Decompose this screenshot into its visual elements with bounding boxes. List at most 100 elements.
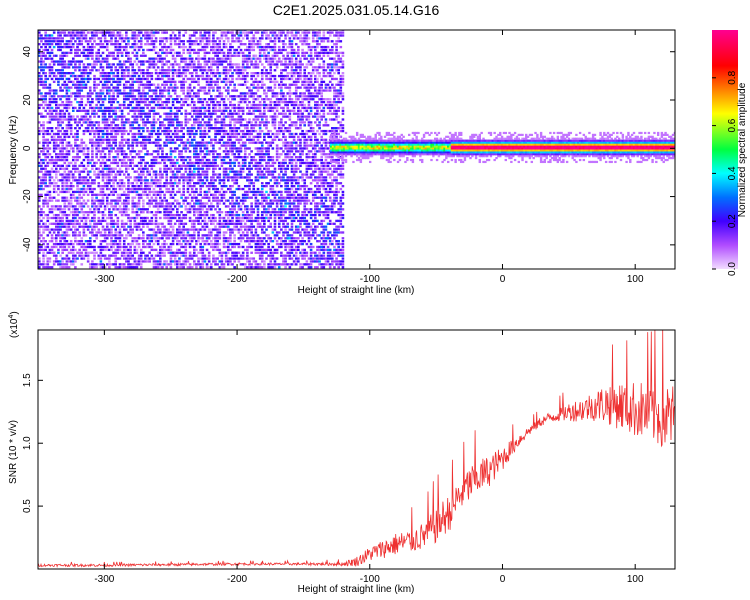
spectrogram-cell (154, 225, 158, 228)
spectrogram-cell (93, 222, 96, 225)
spectrogram-cell (195, 144, 198, 147)
spectrogram-cell (216, 164, 219, 168)
spectrogram-cell (133, 98, 137, 101)
spectrogram-cell (165, 144, 168, 147)
spectrogram-cell (146, 208, 149, 211)
spectrogram-cell (203, 115, 207, 118)
spectrogram-cell (122, 83, 126, 86)
spectrogram-cell (154, 240, 158, 243)
spectrogram-cell (99, 63, 103, 66)
spectrogram-cell (224, 43, 228, 46)
spectrogram-cell (188, 48, 192, 52)
spectrogram-cell (173, 156, 177, 159)
spectrogram-cell (74, 156, 77, 159)
spectrogram-cell (57, 228, 60, 231)
spectrogram-cell (78, 31, 81, 34)
spectrogram-cell (63, 66, 67, 69)
spectrogram-cell (169, 196, 173, 199)
spectrogram-cell (205, 115, 209, 118)
spectrogram-cell (108, 182, 111, 185)
spectrogram-cell (156, 208, 160, 211)
spectrogram-cell (201, 173, 205, 176)
spectrogram-cell (118, 147, 122, 150)
spectrogram-cell (167, 112, 171, 115)
spectrogram-cell (165, 48, 168, 52)
spectrogram-cell (205, 103, 209, 107)
spectrogram-cell (180, 205, 183, 208)
spectrogram-cell (171, 77, 175, 81)
spectrogram-cell (184, 144, 188, 147)
spectrogram-cell (91, 150, 94, 153)
spectrogram-cell (133, 263, 137, 266)
spectrogram-cell (231, 222, 234, 225)
spectrogram-cell (125, 213, 128, 217)
spectrogram-cell (161, 254, 164, 257)
spectrogram-cell (82, 190, 86, 194)
spectrogram-cell (212, 193, 215, 196)
spectrogram-cell (182, 231, 185, 234)
spectrogram-cell (95, 222, 98, 225)
spectrogram-cell (99, 43, 103, 46)
spectrogram-cell (231, 205, 234, 208)
spectrogram-cell (135, 182, 139, 185)
spectrogram-cell (233, 173, 236, 176)
spectrogram-cell (190, 196, 194, 199)
spectrogram-cell (69, 103, 73, 107)
spectrogram-cell (42, 98, 45, 101)
spectrogram-cell (178, 205, 181, 208)
spectrogram-cell (201, 240, 205, 243)
spectrogram-cell (178, 72, 181, 75)
spectrogram-cell (231, 208, 234, 211)
spectrogram-cell (178, 69, 181, 72)
spectrogram-cell (188, 118, 192, 121)
spectrogram-cell (135, 98, 139, 101)
spectrogram-cell (40, 170, 43, 173)
spectrogram-cell (63, 237, 67, 240)
spectrogram-cell (150, 161, 154, 165)
spectrogram-cell (173, 141, 177, 144)
spectrogram-cell (224, 184, 228, 188)
spectrogram-cell (54, 245, 58, 249)
spectrogram-cell (61, 176, 64, 179)
spectrogram-cell (178, 225, 181, 228)
spectrogram-cell (78, 202, 81, 205)
spectrogram-cell (82, 153, 86, 156)
spectrogram-cell (173, 118, 177, 121)
spectrogram-cell (69, 193, 73, 196)
spectrogram-cell (203, 193, 207, 196)
spectrogram-cell (133, 196, 137, 199)
spectrogram-cell (193, 92, 196, 95)
spectrogram-cell (148, 193, 152, 196)
spectrogram-cell (184, 74, 188, 78)
spectrogram-cell (144, 187, 147, 191)
spectrogram-cell (137, 208, 141, 211)
spectrogram-cell (159, 72, 162, 75)
spectrogram-cell (139, 228, 143, 231)
spectrogram-cell (108, 147, 111, 150)
spectrogram-cell (46, 141, 50, 144)
spectrogram-cell (197, 211, 200, 214)
spectrogram-cell (54, 182, 58, 185)
spectrogram-cell (163, 211, 166, 214)
spectrogram-cell (190, 63, 194, 66)
spectrogram-cell (197, 193, 200, 196)
spectrogram-cell (99, 72, 103, 75)
spectrogram-cell (46, 199, 50, 202)
spectrogram-cell (93, 109, 96, 112)
spectrogram-cell (139, 156, 143, 159)
spectrogram-cell (188, 129, 192, 133)
spectrogram-cell (182, 240, 185, 243)
spectrogram-cell (52, 242, 56, 246)
spectrogram-cell (146, 129, 149, 133)
spectrogram-cell (78, 95, 81, 98)
spectrogram-cell (82, 121, 86, 124)
spectrogram-cell (44, 153, 47, 156)
spectrogram-cell (108, 31, 111, 34)
spectrogram-cell (182, 199, 185, 202)
spectrogram-cell (178, 240, 181, 243)
spectrogram-cell (203, 31, 207, 34)
spectrogram-cell (199, 216, 202, 220)
spectrogram-cell (95, 31, 98, 34)
spectrogram-cell (118, 266, 122, 269)
spectrogram-cell (201, 254, 205, 257)
